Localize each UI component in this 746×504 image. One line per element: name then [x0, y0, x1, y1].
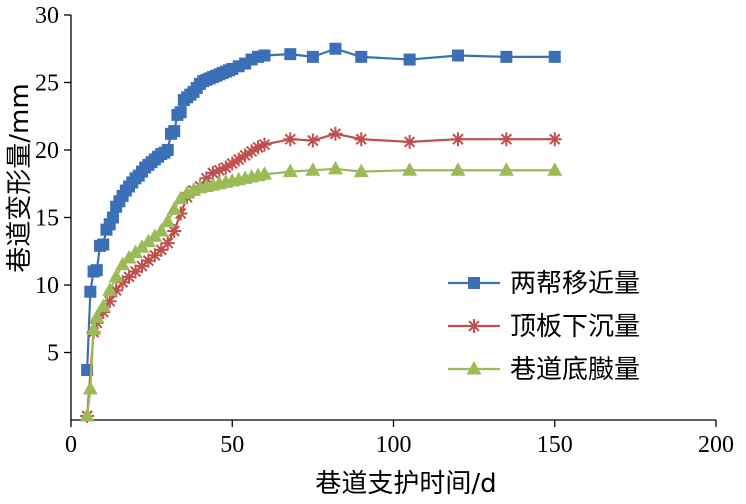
- y-tick-label: 20: [35, 138, 59, 164]
- x-tick-label: 150: [537, 432, 573, 458]
- data-point: [97, 238, 110, 251]
- data-point: [284, 48, 297, 61]
- data-point: [231, 152, 246, 167]
- x-tick-label: 200: [698, 432, 734, 458]
- data-point: [238, 148, 253, 163]
- data-point: [548, 50, 561, 63]
- data-point: [102, 282, 118, 296]
- data-point: [141, 253, 156, 268]
- legend-marker: [468, 277, 480, 289]
- x-tick-label: 50: [220, 432, 244, 458]
- data-point: [147, 248, 162, 263]
- legend-marker: [466, 361, 482, 375]
- data-point: [244, 144, 259, 159]
- axes: 0 50 100 150 200 5 10 15 20 25 30: [35, 3, 734, 458]
- y-axis-label: 巷道变形量/mm: [5, 83, 35, 272]
- data-point: [329, 42, 342, 55]
- data-point: [95, 298, 111, 313]
- data-point: [257, 166, 272, 180]
- data-point: [168, 125, 181, 138]
- data-point: [84, 285, 97, 298]
- data-point: [79, 407, 95, 422]
- data-point: [128, 264, 143, 279]
- data-point: [154, 242, 169, 257]
- series-layer: [79, 42, 563, 423]
- x-tick-label: 100: [376, 432, 412, 458]
- data-point: [252, 50, 265, 63]
- data-point: [353, 163, 369, 178]
- y-tick-label: 5: [47, 341, 59, 367]
- data-point: [89, 309, 105, 323]
- data-point: [225, 156, 240, 171]
- data-point: [174, 106, 187, 119]
- legend-item: 巷道底臌量: [448, 355, 640, 385]
- series-line: [86, 167, 555, 417]
- data-point: [199, 171, 214, 186]
- data-point: [167, 224, 182, 238]
- data-point: [257, 137, 272, 152]
- data-point: [500, 50, 513, 63]
- legend-item: 两帮移近量: [448, 269, 640, 299]
- data-point: [106, 211, 119, 224]
- data-point: [134, 259, 149, 274]
- series-3: [79, 160, 563, 422]
- data-point: [251, 140, 266, 155]
- data-point: [212, 163, 227, 178]
- data-point: [452, 49, 464, 62]
- data-point: [161, 144, 174, 156]
- y-tick-label: 10: [35, 273, 59, 299]
- data-point: [205, 165, 220, 180]
- data-point: [306, 50, 319, 63]
- data-point: [82, 380, 98, 395]
- legend-label: 两帮移近量: [510, 269, 640, 299]
- data-point: [102, 294, 117, 309]
- data-point: [328, 126, 343, 141]
- data-point: [90, 264, 103, 277]
- data-point: [160, 236, 175, 251]
- data-point: [499, 132, 514, 147]
- data-point: [402, 162, 418, 176]
- y-tick-label: 15: [35, 206, 59, 232]
- data-point: [547, 132, 562, 147]
- legend-marker: [467, 319, 481, 333]
- legend-item: 顶板下沉量: [448, 312, 640, 342]
- data-point: [108, 268, 124, 283]
- legend-label: 巷道底臌量: [510, 355, 640, 385]
- data-point: [403, 53, 416, 66]
- series-1: [81, 42, 561, 377]
- data-point: [86, 321, 102, 336]
- data-point: [451, 132, 465, 147]
- data-point: [498, 162, 514, 176]
- data-point: [355, 50, 368, 63]
- data-point: [258, 49, 271, 62]
- data-point: [218, 160, 233, 175]
- series-line: [86, 132, 555, 417]
- data-point: [109, 283, 124, 298]
- x-tick-label: 0: [65, 432, 77, 458]
- data-point: [305, 162, 321, 176]
- data-point: [354, 132, 369, 147]
- data-point: [122, 269, 137, 284]
- x-axis-label: 巷道支护时间/d: [315, 469, 496, 499]
- y-tick-label: 25: [35, 71, 59, 97]
- y-tick-label: 30: [35, 3, 59, 29]
- legend-label: 顶板下沉量: [510, 312, 640, 342]
- data-point: [153, 223, 169, 237]
- data-point: [305, 133, 320, 148]
- data-point: [282, 163, 298, 178]
- data-point: [283, 132, 298, 147]
- data-point: [327, 160, 343, 175]
- series-line: [86, 47, 555, 371]
- data-point: [160, 213, 176, 228]
- data-point: [547, 162, 563, 176]
- data-point: [450, 162, 466, 176]
- data-point: [402, 134, 417, 149]
- data-point: [166, 201, 182, 215]
